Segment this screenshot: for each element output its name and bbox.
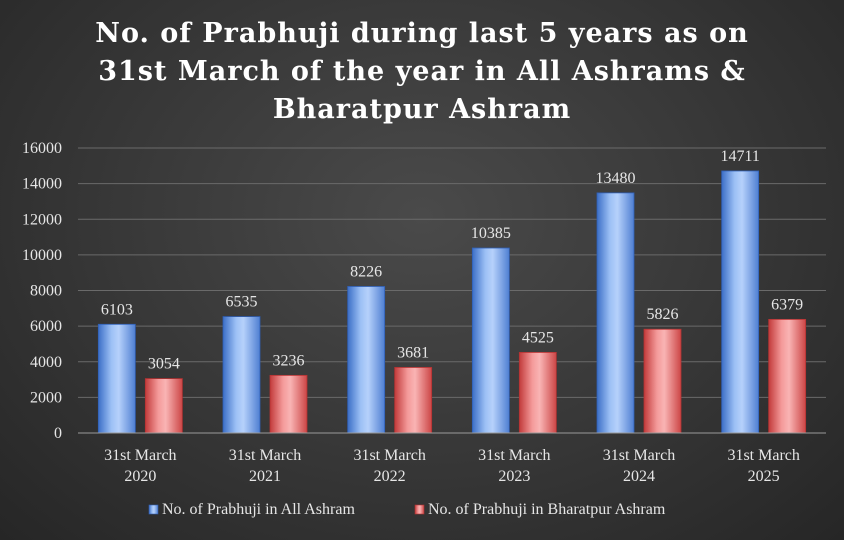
y-tick-label: 4000 (30, 354, 62, 371)
chart-title-line-2: 31st March of the year in All Ashrams & (98, 56, 746, 87)
bar-bharatpur-ashram (269, 374, 308, 434)
data-label: 14711 (720, 148, 759, 165)
chart-title-line-1: No. of Prabhuji during last 5 years as o… (95, 18, 748, 49)
bar-bharatpur-ashram (768, 318, 807, 434)
bar-all-ashram (97, 323, 136, 434)
data-label: 5826 (647, 306, 679, 323)
bar-all-ashram (222, 316, 261, 434)
data-label: 6379 (771, 296, 803, 313)
y-tick-label: 16000 (22, 140, 62, 157)
x-category-label: 2021 (249, 468, 281, 485)
legend-label: No. of Prabhuji in All Ashram (162, 501, 355, 518)
bar-bharatpur-ashram (394, 367, 433, 434)
x-category-label: 2020 (124, 468, 156, 485)
bar-all-ashram (471, 247, 510, 434)
data-label: 6103 (101, 301, 133, 318)
data-label: 6535 (226, 294, 258, 311)
data-label: 8226 (350, 263, 382, 280)
legend-label: No. of Prabhuji in Bharatpur Ashram (428, 501, 666, 518)
y-tick-label: 2000 (30, 389, 62, 406)
chart-title-line-3: Bharatpur Ashram (273, 94, 571, 125)
data-label: 3681 (397, 344, 429, 361)
x-category-label: 2025 (748, 468, 780, 485)
y-axis-ticks: 0 2000 4000 6000 8000 10000 12000 14000 16000 (22, 140, 62, 442)
legend: No. of Prabhuji in All Ashram No. of Prab… (148, 501, 666, 518)
x-category-label: 31st March (353, 447, 425, 464)
bars (97, 170, 807, 434)
x-category-label: 31st March (104, 447, 176, 464)
x-category-label: 31st March (478, 447, 550, 464)
x-category-label: 31st March (603, 447, 675, 464)
bar-all-ashram (347, 286, 386, 434)
gridlines (78, 147, 826, 398)
y-tick-label: 8000 (30, 283, 62, 300)
legend-swatch-bharatpur-ashram (414, 504, 425, 515)
legend-swatch-all-ashram (148, 504, 159, 515)
data-labels: 6103 3054 6535 3236 8226 3681 10385 4525 13480 58… (101, 148, 803, 373)
bar-bharatpur-ashram (643, 328, 682, 434)
data-label: 3054 (148, 356, 180, 373)
data-label: 13480 (596, 170, 636, 187)
x-category-label: 2022 (374, 468, 406, 485)
bar-all-ashram (596, 192, 635, 434)
y-tick-label: 6000 (30, 318, 62, 335)
x-category-label: 31st March (727, 447, 799, 464)
chart-title: No. of Prabhuji during last 5 years as o… (95, 18, 748, 125)
x-axis-categories: 31st March 2020 31st March 2021 31st March 20… (104, 447, 800, 485)
data-label: 4525 (522, 329, 554, 346)
bar-bharatpur-ashram (144, 378, 183, 434)
y-tick-label: 14000 (22, 176, 62, 193)
bar-bharatpur-ashram (518, 351, 557, 434)
data-label: 3236 (273, 352, 305, 369)
x-category-label: 2024 (623, 468, 655, 485)
x-category-label: 31st March (229, 447, 301, 464)
y-tick-label: 10000 (22, 247, 62, 264)
x-category-label: 2023 (498, 468, 530, 485)
data-label: 10385 (471, 225, 511, 242)
y-tick-label: 0 (54, 425, 62, 442)
y-tick-label: 12000 (22, 211, 62, 228)
bar-all-ashram (721, 170, 760, 434)
